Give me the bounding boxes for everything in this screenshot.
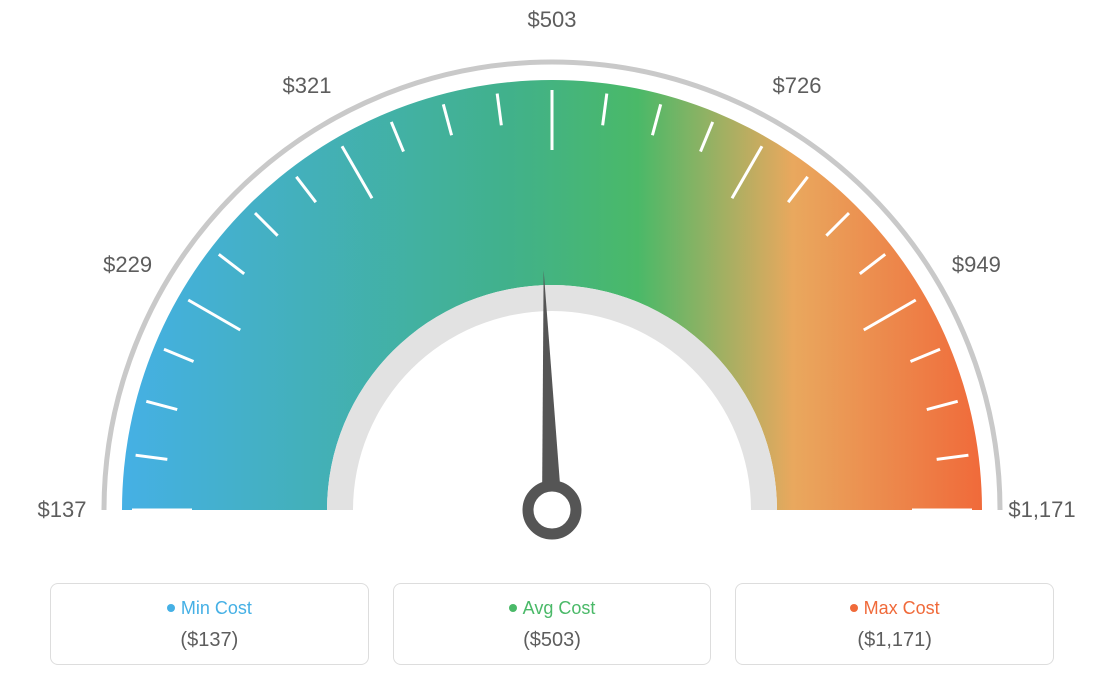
legend-max-card: Max Cost ($1,171) <box>735 583 1054 665</box>
dot-icon <box>850 604 858 612</box>
cost-gauge-container: $137 $229 $321 $503 $726 $949 $1,171 Min Cost … <box>0 0 1104 690</box>
legend-avg-label: Avg Cost <box>523 598 596 618</box>
legend-min-card: Min Cost ($137) <box>50 583 369 665</box>
gauge-tick-label: $503 <box>528 7 577 33</box>
legend-max-value: ($1,171) <box>746 629 1043 652</box>
dot-icon <box>167 604 175 612</box>
legend-min-label: Min Cost <box>181 598 252 618</box>
legend-max-title: Max Cost <box>746 598 1043 619</box>
gauge-tick-label: $949 <box>952 252 1001 278</box>
legend-row: Min Cost ($137) Avg Cost ($503) Max Cost… <box>50 583 1054 665</box>
legend-avg-value: ($503) <box>404 629 701 652</box>
legend-min-value: ($137) <box>61 629 358 652</box>
gauge-chart: $137 $229 $321 $503 $726 $949 $1,171 <box>0 0 1104 560</box>
legend-avg-card: Avg Cost ($503) <box>393 583 712 665</box>
legend-max-label: Max Cost <box>864 598 940 618</box>
gauge-tick-label: $726 <box>773 73 822 99</box>
dot-icon <box>509 604 517 612</box>
legend-min-title: Min Cost <box>61 598 358 619</box>
gauge-tick-label: $1,171 <box>1008 497 1075 523</box>
legend-avg-title: Avg Cost <box>404 598 701 619</box>
gauge-tick-label: $137 <box>38 497 87 523</box>
gauge-tick-label: $229 <box>103 252 152 278</box>
gauge-tick-label: $321 <box>283 73 332 99</box>
